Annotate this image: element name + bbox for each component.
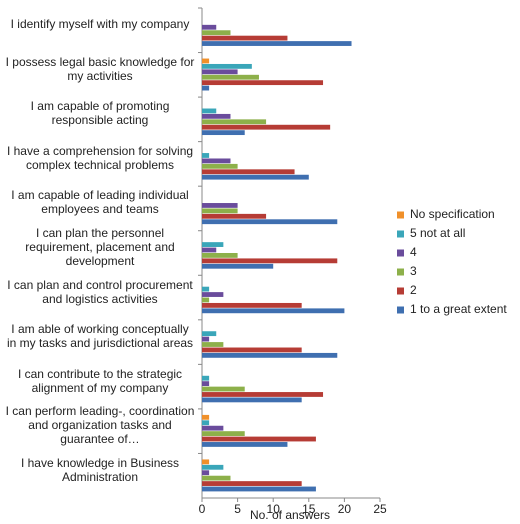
bar (202, 263, 274, 269)
bar (202, 414, 210, 420)
y-tick-label: I can contribute to the strategic alignm… (17, 366, 183, 395)
y-tick-label: I am able of working conceptually in my … (6, 322, 194, 351)
bar (202, 381, 210, 387)
bar (202, 242, 224, 247)
bar (202, 63, 252, 69)
bar (202, 431, 245, 437)
legend-swatch (397, 230, 404, 238)
bar (202, 108, 217, 114)
bar (202, 386, 245, 392)
bar (202, 74, 259, 80)
bar (202, 292, 224, 297)
bar (202, 420, 210, 426)
bar (202, 35, 288, 41)
bar (202, 392, 324, 397)
x-axis-title: No. of answers (250, 508, 330, 522)
x-tick-label: 0 (199, 502, 206, 516)
legend-label: 2 (410, 283, 417, 297)
bar (202, 286, 210, 292)
bar (202, 342, 224, 347)
bar (202, 219, 338, 225)
bar (202, 297, 210, 303)
bar (202, 258, 338, 264)
bar (202, 124, 331, 130)
y-tick-label: I am capable of promoting responsible ac… (30, 99, 170, 128)
x-tick-label: 20 (338, 502, 352, 516)
bar (202, 331, 217, 337)
y-tick-label: I have a comprehension for solving compl… (6, 143, 194, 172)
bar (202, 397, 302, 403)
y-tick-label: I can plan and control procurement and l… (7, 277, 193, 306)
bar (202, 169, 295, 175)
bar (202, 30, 231, 36)
bar (202, 153, 210, 158)
bar (202, 213, 267, 219)
bar (202, 163, 238, 169)
bar (202, 464, 224, 470)
legend-label: 1 to a great extent (410, 302, 507, 316)
bar (202, 203, 238, 208)
bar (202, 119, 267, 125)
bar (202, 58, 210, 64)
bar (202, 302, 302, 308)
x-tick-label: 5 (234, 502, 241, 516)
bar (202, 113, 231, 119)
bar (202, 352, 338, 358)
bar (202, 41, 352, 46)
bar (202, 375, 210, 381)
x-tick-label: 15 (302, 502, 316, 516)
y-tick-label: I am capable of leading individual emplo… (11, 188, 189, 217)
bar (202, 336, 210, 342)
bar (202, 208, 238, 214)
bar (202, 253, 238, 258)
legend-label: 4 (410, 245, 417, 259)
x-tick-label: 25 (373, 502, 387, 516)
bar (202, 69, 238, 75)
bar (202, 130, 245, 136)
bar (202, 80, 324, 86)
bar (202, 459, 210, 465)
bar (202, 308, 345, 314)
legend-swatch (397, 268, 404, 276)
bar (202, 85, 210, 91)
bar (202, 425, 224, 431)
y-tick-label: I have knowledge in Business Administrat… (20, 455, 180, 484)
legend-label: No specification (410, 207, 495, 221)
bar (202, 481, 302, 486)
legend-swatch (397, 287, 404, 295)
bar (202, 158, 231, 164)
bar (202, 247, 217, 253)
y-tick-label: I possess legal basic knowledge for my a… (5, 54, 195, 83)
legend-label: 3 (410, 264, 417, 278)
y-tick-label: I can plan the personnel requirement, pl… (25, 226, 175, 268)
bar (202, 470, 210, 476)
bar (202, 174, 309, 180)
bar (202, 347, 302, 353)
bar (202, 442, 288, 447)
y-tick-label: I can perform leading-, coordination and… (5, 404, 195, 447)
bar (202, 475, 231, 481)
legend-label: 5 not at all (410, 226, 465, 240)
x-tick-label: 10 (267, 502, 281, 516)
bar (202, 436, 316, 442)
legend-swatch (397, 211, 404, 219)
bar (202, 24, 217, 30)
legend-swatch (397, 249, 404, 257)
legend-swatch (397, 306, 404, 314)
y-tick-label: I identify myself with my company (10, 17, 190, 32)
bar (202, 486, 316, 492)
